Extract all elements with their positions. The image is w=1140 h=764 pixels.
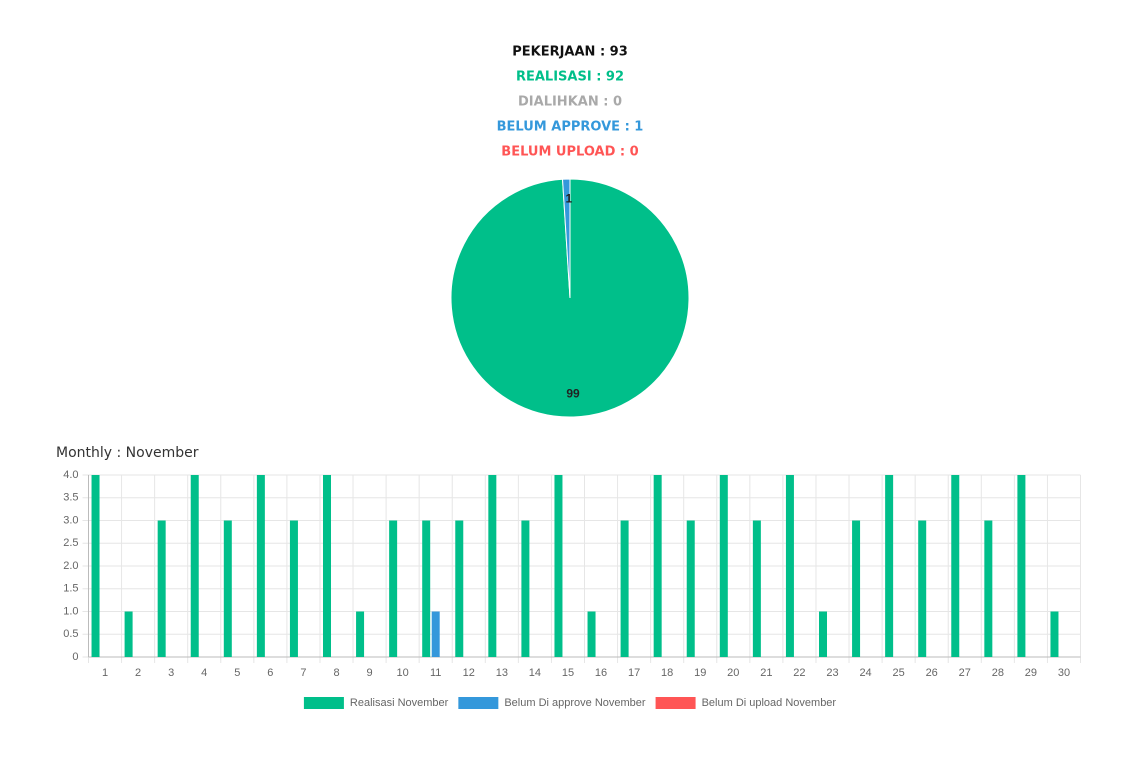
bar-chart-title: Monthly : November (56, 445, 199, 461)
x-tick-label: 30 (1058, 667, 1070, 679)
bar (719, 475, 728, 657)
bar (223, 520, 232, 657)
bar (431, 611, 440, 657)
x-tick-label: 29 (1025, 667, 1037, 679)
bar (819, 611, 827, 657)
summary-line: BELUM APPROVE : 1 (497, 120, 644, 135)
x-tick-label: 16 (595, 667, 607, 679)
bar (951, 475, 960, 657)
bar (91, 475, 100, 657)
bar (124, 611, 133, 657)
y-tick-label: 0.5 (63, 628, 78, 640)
bar (389, 520, 398, 657)
y-tick-label: 0 (72, 651, 78, 663)
y-tick-label: 1.5 (63, 583, 78, 595)
summary-line: BELUM UPLOAD : 0 (501, 145, 638, 160)
bar (885, 475, 894, 657)
slice-label: 1 (566, 191, 573, 205)
bar (653, 475, 662, 657)
y-tick-label: 3.5 (63, 492, 78, 504)
y-tick-label: 3.0 (63, 514, 78, 526)
x-tick-label: 15 (562, 667, 574, 679)
x-tick-label: 11 (430, 667, 441, 679)
x-tick-label: 17 (628, 667, 640, 679)
bar (918, 520, 927, 657)
x-tick-label: 5 (234, 667, 240, 679)
x-tick-label: 23 (826, 667, 838, 679)
x-tick-label: 10 (397, 667, 409, 679)
x-tick-label: 12 (463, 667, 475, 679)
y-tick-label: 1.0 (63, 605, 78, 617)
y-tick-label: 2.0 (63, 560, 78, 572)
summary-line: PEKERJAAN : 93 (512, 45, 628, 60)
x-tick-label: 24 (859, 667, 871, 679)
x-tick-label: 20 (727, 667, 739, 679)
bar (422, 520, 431, 657)
x-tick-label: 3 (168, 667, 174, 679)
x-tick-label: 25 (893, 667, 905, 679)
x-tick-label: 1 (102, 667, 108, 679)
bar (521, 520, 530, 657)
legend-swatch (655, 697, 696, 709)
bar (984, 520, 993, 657)
bar (256, 475, 265, 657)
x-tick-label: 19 (694, 667, 706, 679)
bar (752, 520, 761, 657)
x-tick-label: 2 (135, 667, 141, 679)
x-tick-label: 13 (496, 667, 508, 679)
x-tick-label: 28 (992, 667, 1004, 679)
pie-slice (561, 178, 571, 299)
legend-swatch (458, 697, 499, 709)
x-tick-label: 21 (760, 667, 772, 679)
bar (620, 520, 629, 657)
x-tick-label: 9 (367, 667, 373, 679)
bar (356, 611, 365, 657)
bar (455, 520, 464, 657)
x-tick-label: 7 (300, 667, 306, 679)
legend-label: Belum Di approve November (504, 697, 646, 709)
summary-line: DIALIHKAN : 0 (518, 95, 622, 110)
x-tick-label: 26 (926, 667, 938, 679)
bar (785, 475, 794, 657)
x-tick-label: 27 (959, 667, 971, 679)
bar (1050, 611, 1059, 657)
y-tick-label: 4.0 (63, 469, 78, 481)
slice-label: 99 (566, 387, 580, 401)
bar (289, 520, 298, 657)
x-tick-label: 22 (793, 667, 805, 679)
bar (190, 475, 199, 657)
bar (1017, 475, 1026, 657)
x-tick-label: 6 (267, 667, 273, 679)
legend-label: Realisasi November (350, 697, 449, 709)
legend-label: Belum Di upload November (702, 697, 837, 709)
bar (323, 475, 331, 657)
x-tick-label: 14 (529, 667, 541, 679)
x-tick-label: 8 (333, 667, 339, 679)
summary-line: REALISASI : 92 (516, 70, 624, 85)
bar (554, 475, 563, 657)
x-tick-label: 18 (661, 667, 673, 679)
y-tick-label: 2.5 (63, 537, 78, 549)
bar (686, 520, 695, 657)
x-tick-label: 4 (201, 667, 207, 679)
bar (488, 475, 497, 657)
legend-swatch (303, 697, 344, 709)
bar (587, 611, 596, 657)
bar (157, 520, 166, 657)
bar (852, 520, 861, 657)
